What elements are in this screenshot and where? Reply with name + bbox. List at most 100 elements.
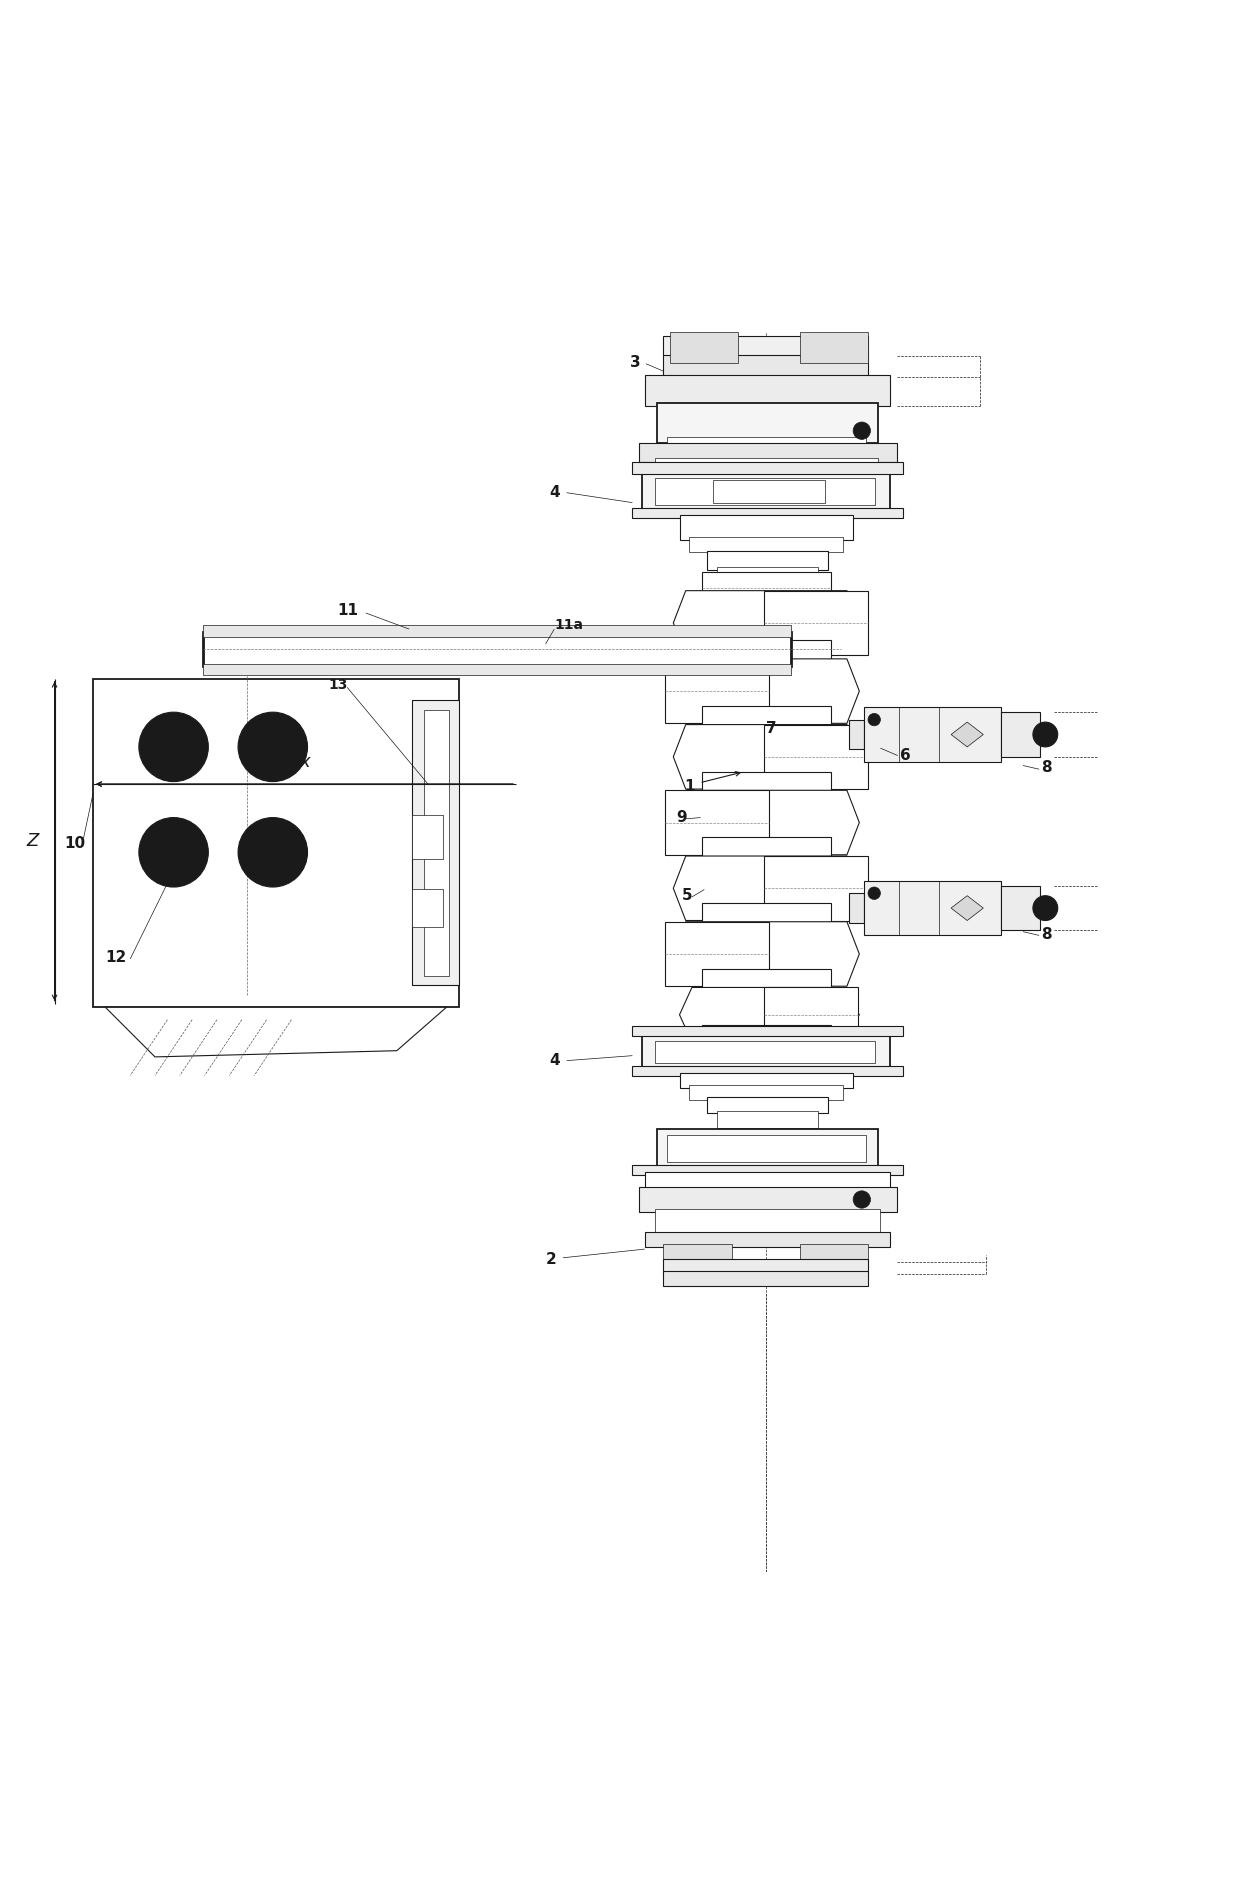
Bar [707, 1096, 828, 1113]
Bar [632, 1066, 903, 1075]
Bar [93, 679, 459, 1007]
Bar [849, 719, 864, 750]
Text: 11a: 11a [554, 618, 583, 632]
Polygon shape [680, 988, 859, 1043]
Bar [702, 706, 831, 744]
Bar [764, 988, 858, 1043]
Text: Z: Z [26, 832, 38, 851]
Bar [764, 725, 868, 790]
Polygon shape [105, 1007, 446, 1056]
Circle shape [238, 818, 308, 887]
Text: 2: 2 [546, 1252, 557, 1267]
Bar [800, 1245, 868, 1262]
Bar [424, 710, 449, 976]
Bar [764, 590, 868, 655]
Bar [665, 658, 769, 723]
Bar [707, 552, 828, 569]
Text: 7: 7 [766, 721, 777, 736]
Bar [1001, 712, 1040, 757]
Bar [680, 1073, 853, 1089]
Bar [632, 1165, 903, 1174]
Text: 1: 1 [684, 778, 694, 794]
Bar [202, 632, 791, 666]
Bar [639, 1187, 897, 1212]
Bar [864, 881, 1001, 936]
Bar [645, 1172, 890, 1189]
Text: 4: 4 [549, 485, 560, 500]
Text: 3: 3 [630, 356, 641, 369]
Bar [663, 356, 868, 377]
Bar [657, 403, 878, 443]
Circle shape [238, 712, 308, 782]
Circle shape [139, 818, 208, 887]
Bar [642, 470, 890, 512]
Text: 9: 9 [676, 811, 687, 826]
Polygon shape [673, 590, 866, 655]
Polygon shape [667, 658, 859, 723]
Polygon shape [951, 896, 983, 921]
Bar [663, 1260, 868, 1273]
Bar [645, 375, 890, 405]
Text: 4: 4 [549, 1052, 560, 1068]
Bar [655, 1210, 880, 1237]
Bar [702, 573, 831, 605]
Bar [412, 814, 443, 858]
Bar [663, 1271, 868, 1286]
Bar [639, 443, 897, 462]
Bar [657, 1128, 878, 1168]
Bar [713, 480, 825, 502]
Bar [702, 904, 831, 940]
Bar [663, 1245, 732, 1262]
Bar [202, 664, 791, 676]
Circle shape [853, 422, 870, 440]
Bar [702, 639, 831, 677]
Bar [702, 969, 831, 1007]
Polygon shape [667, 790, 859, 854]
Text: 6: 6 [900, 748, 911, 763]
Bar [665, 790, 769, 854]
Bar [717, 567, 818, 580]
Text: 13: 13 [329, 677, 348, 693]
Text: 12: 12 [105, 950, 126, 965]
Circle shape [868, 887, 880, 900]
Bar [689, 1085, 843, 1100]
Bar [655, 459, 878, 470]
Polygon shape [667, 921, 859, 986]
Bar [864, 708, 1001, 761]
Bar [632, 508, 903, 518]
Bar [645, 1231, 890, 1246]
Bar [655, 1041, 875, 1064]
Bar [702, 773, 831, 809]
Bar [680, 516, 853, 540]
Bar [202, 626, 791, 636]
Bar [717, 1111, 818, 1128]
Text: 11: 11 [337, 603, 358, 618]
Bar [1001, 885, 1040, 931]
Bar [655, 478, 875, 504]
Bar [702, 1024, 831, 1056]
Circle shape [853, 1191, 870, 1208]
Bar [663, 337, 868, 356]
Circle shape [868, 714, 880, 725]
Polygon shape [951, 721, 983, 746]
Circle shape [139, 712, 208, 782]
Bar [665, 921, 769, 986]
Bar [670, 331, 738, 362]
Bar [764, 856, 868, 921]
Text: x: x [299, 754, 310, 771]
Bar [412, 889, 443, 927]
Polygon shape [673, 725, 866, 790]
Bar [689, 537, 843, 552]
Bar [667, 1134, 866, 1163]
Bar [667, 438, 866, 449]
Text: 8: 8 [1042, 761, 1053, 776]
Circle shape [1033, 721, 1058, 746]
Bar [632, 1026, 903, 1035]
Polygon shape [673, 856, 866, 921]
Bar [702, 837, 831, 875]
Circle shape [1033, 896, 1058, 921]
Text: 5: 5 [682, 889, 693, 904]
Bar [642, 1033, 890, 1068]
Bar [800, 331, 868, 362]
Bar [632, 462, 903, 474]
